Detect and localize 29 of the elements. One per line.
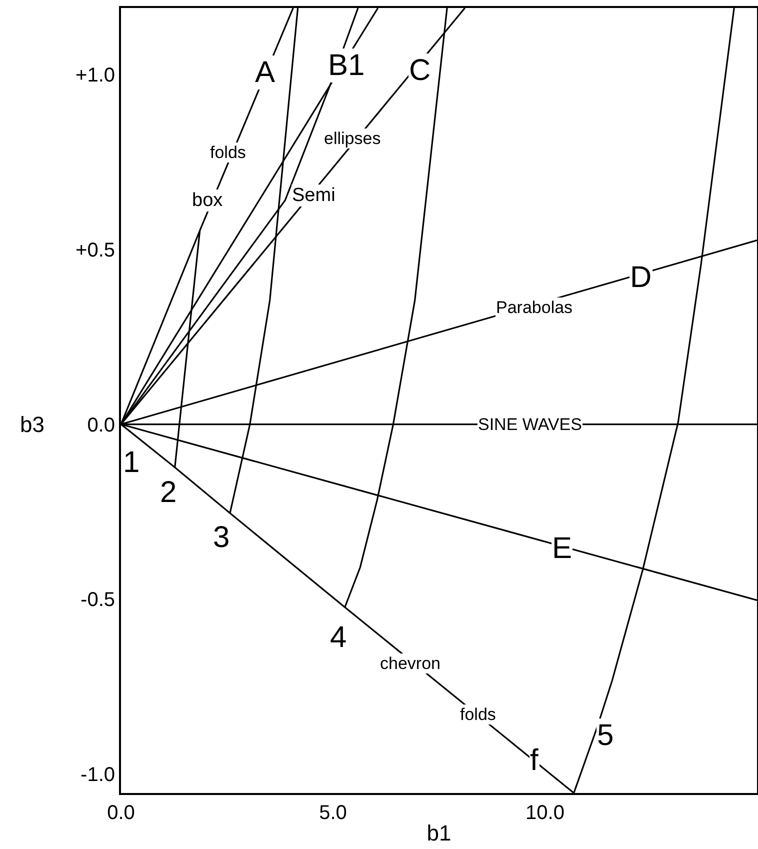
y-tick-label: +1.0 [76,64,115,86]
annotation: A [255,56,276,89]
annotation: folds [210,143,246,162]
annotation: C [409,54,431,87]
annotation: 5 [597,719,614,752]
annotation: f [530,744,539,777]
annotation: B1 [328,49,365,82]
y-axis-title: b3 [20,412,44,437]
x-tick-label: 5.0 [319,802,347,824]
annotation: 1 [123,446,140,479]
annotation: 3 [213,521,230,554]
x-axis-title: b1 [426,820,452,846]
annotation: E [552,532,572,565]
annotation: Semi [292,185,336,206]
annotation: 2 [160,476,177,509]
y-tick-label: 0.0 [87,414,115,436]
annotation: ellipses [324,129,381,148]
x-tick-label: 10.0 [526,802,564,824]
annotation: folds [460,705,496,724]
x-tick-label: 0.0 [107,802,135,824]
y-tick-label: -1.0 [80,764,115,786]
annotation: 4 [330,621,347,654]
y-tick-label: -0.5 [80,589,115,612]
annotation: D [630,261,652,294]
annotation: box [192,190,224,211]
annotation: SINE WAVES [478,415,582,434]
annotation: Parabolas [496,298,573,317]
annotation: chevron [380,654,440,673]
y-tick-label: +0.5 [76,239,115,262]
